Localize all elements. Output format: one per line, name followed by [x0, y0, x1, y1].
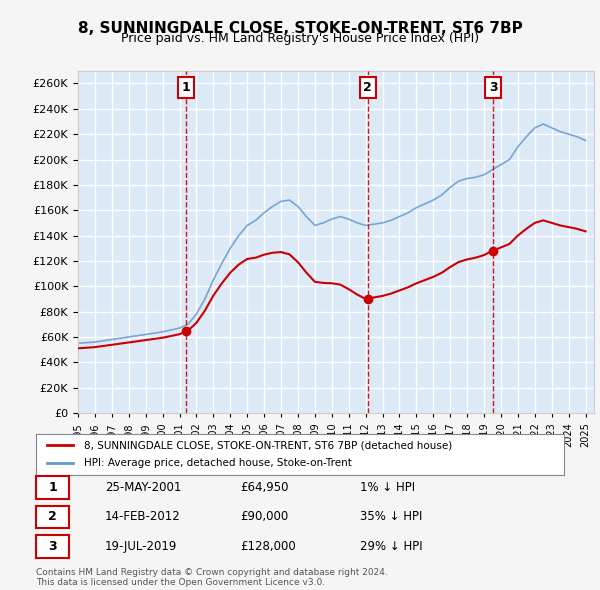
Text: Contains HM Land Registry data © Crown copyright and database right 2024.
This d: Contains HM Land Registry data © Crown c…: [36, 568, 388, 587]
Text: 1% ↓ HPI: 1% ↓ HPI: [360, 481, 415, 494]
Text: 14-FEB-2012: 14-FEB-2012: [105, 510, 181, 523]
Text: HPI: Average price, detached house, Stoke-on-Trent: HPI: Average price, detached house, Stok…: [83, 458, 352, 468]
Text: 19-JUL-2019: 19-JUL-2019: [105, 540, 178, 553]
Text: 1: 1: [48, 481, 57, 494]
Text: 3: 3: [48, 540, 57, 553]
Text: 8, SUNNINGDALE CLOSE, STOKE-ON-TRENT, ST6 7BP: 8, SUNNINGDALE CLOSE, STOKE-ON-TRENT, ST…: [77, 21, 523, 35]
Text: £64,950: £64,950: [240, 481, 289, 494]
Text: 25-MAY-2001: 25-MAY-2001: [105, 481, 181, 494]
Text: 8, SUNNINGDALE CLOSE, STOKE-ON-TRENT, ST6 7BP (detached house): 8, SUNNINGDALE CLOSE, STOKE-ON-TRENT, ST…: [83, 440, 452, 450]
Text: 3: 3: [489, 81, 497, 94]
Text: 2: 2: [48, 510, 57, 523]
Text: 35% ↓ HPI: 35% ↓ HPI: [360, 510, 422, 523]
Text: £128,000: £128,000: [240, 540, 296, 553]
Text: 2: 2: [363, 81, 372, 94]
Text: 29% ↓ HPI: 29% ↓ HPI: [360, 540, 422, 553]
Text: £90,000: £90,000: [240, 510, 288, 523]
Text: 1: 1: [182, 81, 191, 94]
Text: Price paid vs. HM Land Registry's House Price Index (HPI): Price paid vs. HM Land Registry's House …: [121, 32, 479, 45]
